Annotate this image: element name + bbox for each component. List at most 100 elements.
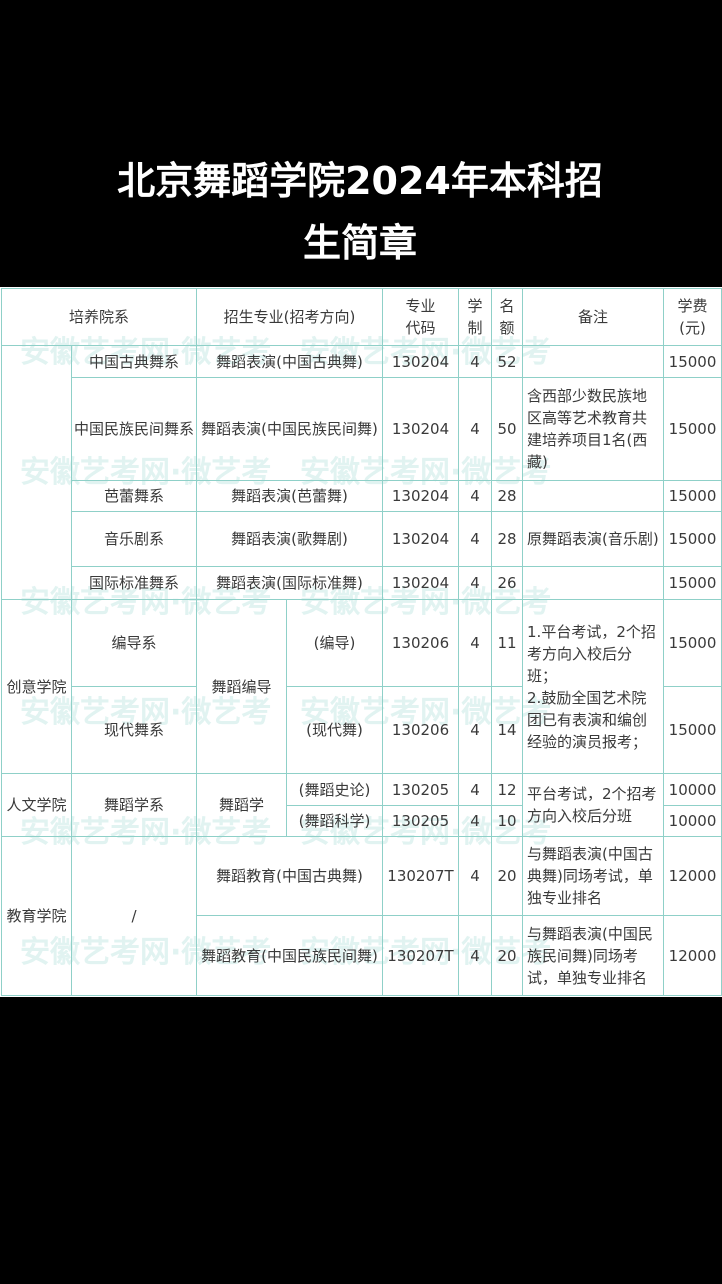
notes-cell [522, 480, 665, 512]
years-cell: 4 [458, 345, 493, 378]
dept-cell: 国际标准舞系 [70, 566, 198, 600]
header-code: 专业代码 [382, 288, 460, 346]
table-row: 音乐剧系 舞蹈表演(歌舞剧) 130204 4 28 原舞蹈表演(音乐剧) 15… [2, 511, 722, 567]
code-cell: 130204 [382, 480, 460, 512]
dept-cell: 中国民族民间舞系 [70, 377, 198, 481]
header-college: 培养院系 [0, 288, 198, 346]
notes-cell: 平台考试，2个招考方向入校后分班 [522, 773, 665, 837]
title-line-1: 北京舞蹈学院2024年本科招 [117, 159, 603, 203]
notes-cell: 1.平台考试，2个招 考方向入校后分班； 2.鼓励全国艺术院团已有表演和编创经验… [522, 599, 665, 774]
major-cell: 舞蹈表演(芭蕾舞) [196, 480, 384, 512]
major-cell: 舞蹈表演(中国民族民间舞) [196, 377, 384, 481]
years-cell: 4 [458, 773, 493, 806]
fee-cell: 15000 [663, 511, 722, 567]
direction-cell: (舞蹈科学) [286, 805, 384, 837]
college-cell: 创意学院 [1, 599, 72, 774]
dept-cell: / [70, 836, 198, 996]
table-row: 现代舞系 (现代舞) 130206 4 14 15000 [2, 686, 722, 774]
page-title: 北京舞蹈学院2024年本科招 生简章 [40, 150, 680, 274]
fee-cell: 15000 [663, 377, 722, 481]
years-cell: 4 [458, 836, 493, 916]
dept-cell: 舞蹈学系 [70, 773, 198, 837]
fee-cell: 12000 [663, 915, 722, 996]
table-row: 教育学院 / 舞蹈教育(中国古典舞) 130207T 4 20 与舞蹈表演(中国… [1, 836, 722, 996]
fee-cell: 15000 [663, 345, 722, 378]
major-cell: 舞蹈教育(中国古典舞) [196, 836, 384, 916]
dept-cell: 现代舞系 [70, 686, 198, 774]
quota-cell: 50 [491, 377, 524, 481]
code-cell: 130207T [382, 836, 460, 916]
major-cell: 舞蹈表演(中国古典舞) [196, 345, 384, 378]
college-cell: 教育学院 [1, 836, 72, 996]
years-cell: 4 [458, 915, 493, 996]
code-cell: 130204 [382, 566, 460, 600]
major-cell: 舞蹈表演(国际标准舞) [196, 566, 384, 600]
years-cell: 4 [458, 599, 493, 687]
direction-cell: (编导) [286, 599, 384, 687]
title-line-2: 生简章 [302, 221, 417, 265]
direction-cell: (现代舞) [286, 686, 384, 774]
code-cell: 130204 [382, 377, 460, 481]
quota-cell: 11 [491, 599, 524, 687]
quota-cell: 14 [491, 686, 524, 774]
header-quota: 名额 [491, 288, 524, 346]
header-row: 培养院系 招生专业(招考方向) 专业代码 学制 名额 备注 学费(元) [0, 288, 722, 346]
code-cell: 130204 [382, 511, 460, 567]
code-cell: 130206 [382, 599, 460, 687]
major-cell: 舞蹈学 [196, 773, 288, 837]
fee-cell: 15000 [663, 686, 722, 774]
dept-cell: 编导系 [70, 599, 198, 687]
header-major: 招生专业(招考方向) [196, 288, 384, 346]
notes-cell: 与舞蹈表演(中国民族民间舞)同场考试，单独专业排名 [522, 915, 665, 996]
table-row: 舞蹈教育(中国民族民间舞) 130207T 4 20 与舞蹈表演(中国民族民间舞… [2, 915, 722, 996]
major-cell: 舞蹈教育(中国民族民间舞) [196, 915, 384, 996]
fee-cell: 15000 [663, 566, 722, 600]
table-row: 芭蕾舞系 舞蹈表演(芭蕾舞) 130204 4 28 15000 [2, 480, 722, 512]
table-row: 创意学院 编导系 舞蹈编导 (编导) 130206 4 11 1.平台考试，2个… [1, 599, 722, 774]
fee-cell: 15000 [663, 599, 722, 687]
college-cell: 人文学院 [1, 773, 72, 837]
admissions-table: 培养院系 招生专业(招考方向) 专业代码 学制 名额 备注 学费(元) 中国古典… [0, 288, 722, 996]
notes-cell [522, 566, 665, 600]
quota-cell: 12 [491, 773, 524, 806]
years-cell: 4 [458, 566, 493, 600]
quota-cell: 52 [491, 345, 524, 378]
quota-cell: 20 [491, 915, 524, 996]
code-cell: 130206 [382, 686, 460, 774]
code-cell: 130205 [382, 773, 460, 806]
quota-cell: 28 [491, 480, 524, 512]
fee-cell: 15000 [663, 480, 722, 512]
direction-cell: (舞蹈史论) [286, 773, 384, 806]
table-row: 人文学院 舞蹈学系 舞蹈学 (舞蹈史论) 130205 4 12 平台考试，2个… [1, 773, 722, 837]
fee-cell: 10000 [663, 773, 722, 806]
dept-cell: 音乐剧系 [70, 511, 198, 567]
dept-cell: 中国古典舞系 [70, 345, 198, 378]
fee-cell: 12000 [663, 836, 722, 916]
years-cell: 4 [458, 686, 493, 774]
code-cell: 130205 [382, 805, 460, 837]
table-row: 国际标准舞系 舞蹈表演(国际标准舞) 130204 4 26 15000 [2, 566, 722, 600]
quota-cell: 20 [491, 836, 524, 916]
admissions-table-sheet: 安徽艺考网·微艺考 安徽艺考网·微艺考 安徽艺考网·微艺考 安徽艺考网·微艺考 … [0, 287, 722, 997]
major-cell: 舞蹈编导 [196, 599, 288, 774]
quota-cell: 26 [491, 566, 524, 600]
years-cell: 4 [458, 511, 493, 567]
major-cell: 舞蹈表演(歌舞剧) [196, 511, 384, 567]
years-cell: 4 [458, 805, 493, 837]
notes-cell: 含西部少数民族地区高等艺术教育共建培养项目1名(西藏) [522, 377, 665, 481]
notes-cell: 原舞蹈表演(音乐剧) [522, 511, 665, 567]
notes-cell: 与舞蹈表演(中国古典舞)同场考试，单独专业排名 [522, 836, 665, 916]
code-cell: 130207T [382, 915, 460, 996]
table-row: 中国民族民间舞系 舞蹈表演(中国民族民间舞) 130204 4 50 含西部少数… [2, 377, 722, 481]
quota-cell: 28 [491, 511, 524, 567]
header-years: 学制 [458, 288, 493, 346]
code-cell: 130204 [382, 345, 460, 378]
dept-cell: 芭蕾舞系 [70, 480, 198, 512]
years-cell: 4 [458, 377, 493, 481]
notes-cell [522, 345, 665, 378]
header-fee: 学费(元) [663, 288, 722, 346]
table-row: 中国古典舞系 舞蹈表演(中国古典舞) 130204 4 52 15000 [1, 345, 722, 600]
years-cell: 4 [458, 480, 493, 512]
college-cell-empty [1, 345, 72, 600]
quota-cell: 10 [491, 805, 524, 837]
